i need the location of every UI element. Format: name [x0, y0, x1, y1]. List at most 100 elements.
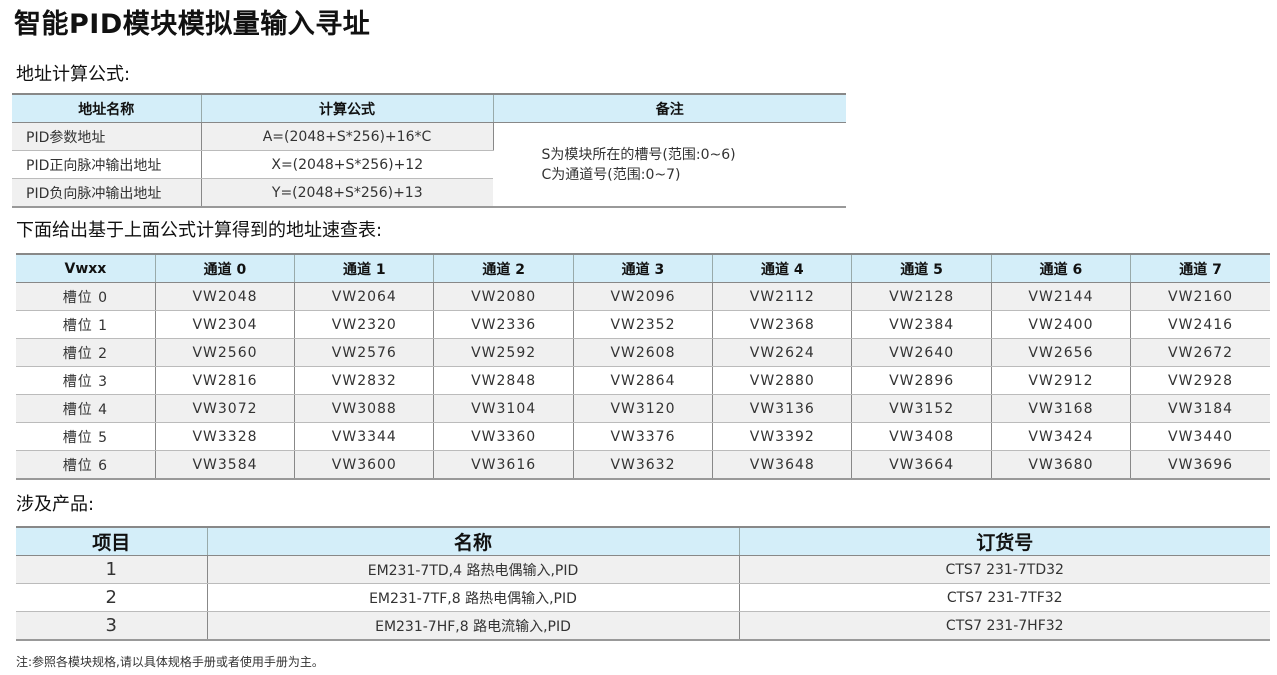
- address-name: PID参数地址: [12, 122, 202, 151]
- address-cell: VW2304: [155, 310, 296, 339]
- address-cell: VW3136: [712, 394, 853, 423]
- header-channel-4: 通道 4: [712, 253, 853, 283]
- address-cell: VW3664: [851, 450, 992, 480]
- order-number: CTS7 231-7HF32: [739, 611, 1270, 641]
- table-row: 3 EM231-7HF,8 路电流输入,PID CTS7 231-7HF32: [16, 611, 1270, 641]
- address-cell: VW2160: [1130, 282, 1270, 311]
- table-row: 槽位 4 VW3072 VW3088 VW3104 VW3120 VW3136 VW3152…: [16, 394, 1270, 423]
- address-cell: VW2320: [294, 310, 435, 339]
- header-channel-1: 通道 1: [294, 253, 435, 283]
- slot-label: 槽位 6: [16, 450, 156, 480]
- address-cell: VW2672: [1130, 338, 1270, 367]
- formula: A=(2048+S*256)+16*C: [201, 122, 494, 151]
- header-channel-2: 通道 2: [433, 253, 574, 283]
- table-row: 槽位 1 VW2304 VW2320 VW2336 VW2352 VW2368 VW2384…: [16, 310, 1270, 339]
- address-cell: VW3168: [991, 394, 1132, 423]
- address-cell: VW2656: [991, 338, 1132, 367]
- table-row: 槽位 5 VW3328 VW3344 VW3360 VW3376 VW3392 VW3408…: [16, 422, 1270, 451]
- header-channel-7: 通道 7: [1130, 253, 1270, 283]
- header-vwxx: Vwxx: [16, 253, 156, 283]
- address-cell: VW2096: [573, 282, 714, 311]
- table-row: 槽位 2 VW2560 VW2576 VW2592 VW2608 VW2624 VW2640…: [16, 338, 1270, 367]
- note-line: S为模块所在的槽号(范围:0~6): [541, 146, 736, 163]
- table-row: PID正向脉冲输出地址 X=(2048+S*256)+12: [12, 150, 846, 179]
- address-cell: VW2608: [573, 338, 714, 367]
- address-cell: VW2112: [712, 282, 853, 311]
- address-cell: VW2064: [294, 282, 435, 311]
- address-cell: VW2048: [155, 282, 296, 311]
- formula: Y=(2048+S*256)+13: [201, 178, 493, 208]
- formula: X=(2048+S*256)+12: [201, 150, 493, 179]
- note-line: C为通道号(范围:0~7): [541, 166, 681, 183]
- address-cell: VW2080: [433, 282, 574, 311]
- address-cell: VW3328: [155, 422, 296, 451]
- address-cell: VW2400: [991, 310, 1132, 339]
- product-name: EM231-7HF,8 路电流输入,PID: [207, 611, 740, 641]
- address-cell: VW3584: [155, 450, 296, 480]
- address-cell: VW2624: [712, 338, 853, 367]
- address-cell: VW3408: [851, 422, 992, 451]
- address-cell: VW2928: [1130, 366, 1270, 395]
- address-cell: VW3376: [573, 422, 714, 451]
- address-cell: VW2416: [1130, 310, 1270, 339]
- address-cell: VW3392: [712, 422, 853, 451]
- address-cell: VW2384: [851, 310, 992, 339]
- header-order-number: 订货号: [739, 526, 1270, 556]
- address-cell: VW3104: [433, 394, 574, 423]
- header-channel-5: 通道 5: [851, 253, 992, 283]
- table-row: PID参数地址 A=(2048+S*256)+16*C S为模块所在的槽号(范围…: [12, 122, 846, 208]
- slot-label: 槽位 5: [16, 422, 156, 451]
- table-row: PID负向脉冲输出地址 Y=(2048+S*256)+13: [12, 178, 846, 208]
- table-row: 1 EM231-7TD,4 路热电偶输入,PID CTS7 231-7TD32: [16, 555, 1270, 584]
- address-cell: VW2352: [573, 310, 714, 339]
- address-cell: VW3680: [991, 450, 1132, 480]
- address-cell: VW2816: [155, 366, 296, 395]
- address-lookup-table: Vwxx 通道 0 通道 1 通道 2 通道 3 通道 4 通道 5 通道 6 通道 7 槽位 …: [16, 253, 1270, 480]
- products-heading: 涉及产品:: [16, 494, 95, 515]
- address-cell: VW3360: [433, 422, 574, 451]
- lookup-heading: 下面给出基于上面公式计算得到的地址速查表:: [16, 220, 383, 241]
- header-formula: 计算公式: [201, 93, 494, 123]
- address-name: PID负向脉冲输出地址: [12, 178, 202, 208]
- address-cell: VW2880: [712, 366, 853, 395]
- formula-table: 地址名称 计算公式 备注 PID参数地址 A=(2048+S*256)+16*C…: [12, 93, 846, 208]
- product-name: EM231-7TD,4 路热电偶输入,PID: [207, 555, 740, 584]
- slot-label: 槽位 3: [16, 366, 156, 395]
- slot-label: 槽位 1: [16, 310, 156, 339]
- address-cell: VW2896: [851, 366, 992, 395]
- address-cell: VW3088: [294, 394, 435, 423]
- address-cell: VW3344: [294, 422, 435, 451]
- header-note: 备注: [493, 93, 846, 123]
- note-cell: S为模块所在的槽号(范围:0~6) C为通道号(范围:0~7): [493, 122, 846, 208]
- address-cell: VW2864: [573, 366, 714, 395]
- product-name: EM231-7TF,8 路热电偶输入,PID: [207, 583, 740, 612]
- formula-heading: 地址计算公式:: [16, 64, 131, 85]
- products-table: 项目 名称 订货号 1 EM231-7TD,4 路热电偶输入,PID CTS7 23…: [16, 526, 1270, 641]
- order-number: CTS7 231-7TF32: [739, 583, 1270, 612]
- address-cell: VW3648: [712, 450, 853, 480]
- table-row: 2 EM231-7TF,8 路热电偶输入,PID CTS7 231-7TF32: [16, 583, 1270, 612]
- footnote: 注:参照各模块规格,请以具体规格手册或者使用手册为主。: [16, 655, 324, 669]
- header-item: 项目: [16, 526, 208, 556]
- item-number: 3: [16, 611, 208, 641]
- address-cell: VW3632: [573, 450, 714, 480]
- address-cell: VW3120: [573, 394, 714, 423]
- header-channel-3: 通道 3: [573, 253, 714, 283]
- address-name: PID正向脉冲输出地址: [12, 150, 202, 179]
- table-row: 槽位 0 VW2048 VW2064 VW2080 VW2096 VW2112 VW2128…: [16, 282, 1270, 311]
- header-address-name: 地址名称: [12, 93, 202, 123]
- item-number: 1: [16, 555, 208, 584]
- address-cell: VW3152: [851, 394, 992, 423]
- address-cell: VW3184: [1130, 394, 1270, 423]
- slot-label: 槽位 4: [16, 394, 156, 423]
- address-cell: VW2640: [851, 338, 992, 367]
- address-cell: VW3072: [155, 394, 296, 423]
- table-row: 槽位 3 VW2816 VW2832 VW2848 VW2864 VW2880 VW2896…: [16, 366, 1270, 395]
- address-cell: VW2560: [155, 338, 296, 367]
- address-cell: VW3696: [1130, 450, 1270, 480]
- order-number: CTS7 231-7TD32: [739, 555, 1270, 584]
- slot-label: 槽位 0: [16, 282, 156, 311]
- item-number: 2: [16, 583, 208, 612]
- header-channel-0: 通道 0: [155, 253, 296, 283]
- address-cell: VW3600: [294, 450, 435, 480]
